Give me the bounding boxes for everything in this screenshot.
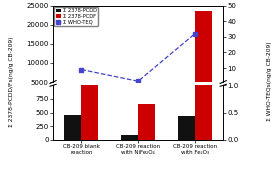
Bar [195, 0, 212, 140]
Bar [178, 116, 195, 140]
Bar [81, 0, 98, 140]
Legend: Σ 2378-PCDD, Σ 2378-PCDF, Σ WHO-TEQ: Σ 2378-PCDD, Σ 2378-PCDF, Σ WHO-TEQ [54, 7, 98, 26]
Bar [81, 86, 98, 101]
Bar [178, 99, 195, 101]
Bar [195, 11, 212, 101]
Bar [121, 136, 138, 140]
Text: Σ 2378-PCDD/Fs(ng/g CB-209): Σ 2378-PCDD/Fs(ng/g CB-209) [9, 36, 14, 126]
Bar [138, 104, 155, 140]
Text: Σ WHO-TEQs(ng/g CB-209): Σ WHO-TEQs(ng/g CB-209) [267, 41, 272, 121]
Bar [138, 99, 155, 101]
Bar [64, 99, 81, 101]
Bar [64, 115, 81, 140]
